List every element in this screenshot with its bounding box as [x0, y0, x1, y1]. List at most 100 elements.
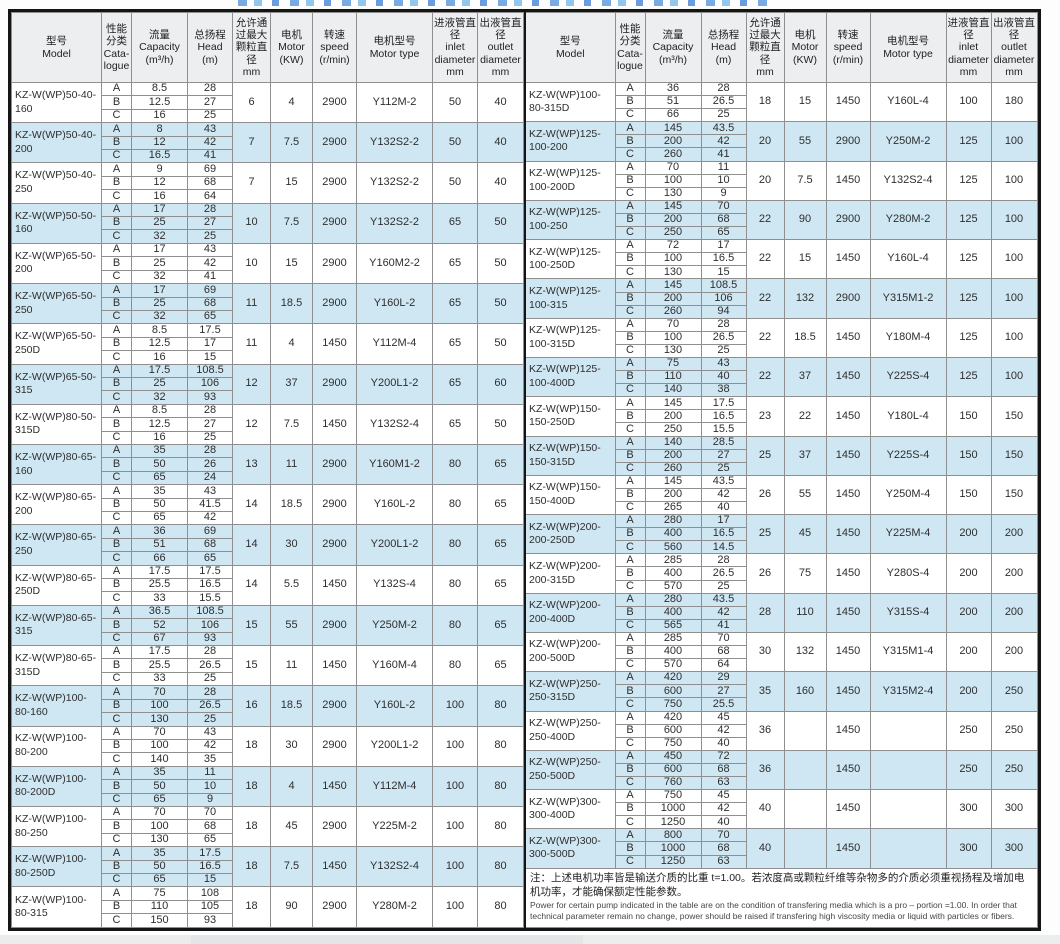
particle-cell: 18: [232, 725, 271, 767]
motor-type-cell: Y280S-4: [869, 553, 947, 594]
particle-cell: 22: [745, 199, 785, 241]
inlet-cell: 125: [945, 278, 992, 319]
spec-row: KZ-W(WP)100-80-250D A 35 17.5 18 7.5 1450 Y132S…: [11, 846, 524, 888]
speed-cell: 1450: [825, 828, 871, 869]
catalogue-cell: A: [614, 514, 646, 529]
catalogue-cell: C: [614, 147, 646, 162]
inlet-cell: 80: [432, 564, 478, 606]
table-body: KZ-W(WP)100-80-315D A 36 28 18 15 1450 Y160L-4 1…: [524, 81, 1038, 929]
motor-type-cell: Y250M-4: [869, 474, 947, 516]
spec-row: KZ-W(WP)250-250-315D A 420 29 35 160 1450 Y315M…: [524, 671, 1038, 712]
spec-row: KZ-W(WP)100-80-160 A 70 28 16 18.5 2900 Y160L-2…: [11, 685, 524, 727]
head-cell: 65: [187, 832, 233, 848]
inlet-cell: 125: [945, 199, 992, 241]
catalogue-cell: C: [614, 265, 646, 280]
model-cell: KZ-W(WP)80-65-160: [11, 443, 102, 486]
motor-type-cell: Y315M2-4: [869, 671, 947, 712]
spec-row: C 130 9: [525, 186, 1037, 201]
catalogue-cell: C: [614, 618, 646, 633]
particle-cell: 18: [232, 805, 271, 848]
inlet-cell: 150: [945, 396, 992, 437]
capacity-cell: 8.5: [131, 403, 188, 419]
capacity-cell: 36.5: [131, 604, 188, 620]
head-cell: 9: [700, 186, 747, 201]
model-cell: KZ-W(WP)125-100-400D: [524, 356, 616, 398]
spec-row: KZ-W(WP)125-100-315D A 70 28 22 18.5 1450 Y180M…: [524, 317, 1038, 358]
spec-row: C 65 9: [12, 792, 524, 807]
capacity-cell: 200: [644, 487, 702, 503]
head-cell: 28.5: [700, 435, 747, 450]
model-cell: KZ-W(WP)150-150-400D: [524, 474, 616, 516]
head-cell: 40: [700, 500, 747, 516]
speed-cell: 1450: [825, 317, 871, 358]
motor-type-cell: Y200L1-2: [356, 725, 433, 767]
head-cell: 25: [187, 229, 233, 244]
speed-cell: 2900: [312, 122, 357, 164]
catalogue-cell: A: [101, 403, 132, 419]
motor-kw-cell: 37: [783, 435, 827, 476]
particle-cell: 14: [232, 564, 271, 606]
spec-row: B 50 41.5: [12, 497, 524, 513]
capacity-cell: 260: [644, 304, 702, 319]
head-cell: 17: [187, 336, 233, 352]
spec-row: KZ-W(WP)200-200-250D A 280 17 25 45 1450 Y225M-…: [524, 514, 1038, 555]
capacity-cell: 145: [644, 278, 702, 293]
capacity-cell: 280: [644, 514, 702, 529]
catalogue-cell: A: [614, 199, 646, 214]
capacity-cell: 130: [644, 186, 702, 201]
spec-row: B 600 68: [525, 762, 1037, 777]
capacity-cell: 33: [131, 591, 188, 606]
head-cell: 93: [187, 631, 233, 647]
head-cell: 68: [700, 212, 747, 228]
speed-cell: 1450: [825, 514, 871, 555]
catalogue-cell: C: [614, 186, 646, 201]
head-cell: 70: [700, 199, 747, 214]
col-header-speed: 转速 speed (r/min): [312, 12, 357, 83]
spec-row: C 570 64: [525, 658, 1037, 673]
spec-row: B 51 26.5: [525, 95, 1037, 110]
capacity-cell: 285: [644, 553, 702, 568]
inlet-cell: 80: [432, 645, 478, 687]
head-cell: 15: [700, 265, 747, 280]
model-cell: KZ-W(WP)50-40-200: [11, 122, 102, 164]
outlet-cell: 80: [477, 886, 524, 928]
capacity-cell: 70: [131, 725, 188, 740]
spec-row: C 130 15: [525, 265, 1037, 280]
motor-kw-cell: 7.5: [783, 160, 827, 201]
capacity-cell: 750: [644, 789, 702, 804]
head-cell: 11: [187, 765, 233, 781]
model-cell: KZ-W(WP)65-50-250: [11, 283, 102, 325]
catalogue-cell: B: [101, 95, 132, 110]
capacity-cell: 70: [644, 160, 702, 175]
capacity-cell: 145: [644, 396, 702, 411]
capacity-cell: 32: [131, 229, 188, 244]
speed-cell: 2900: [312, 685, 357, 727]
speed-cell: 1450: [825, 671, 871, 712]
head-cell: 69: [187, 283, 233, 298]
outlet-cell: 40: [477, 122, 524, 164]
catalogue-cell: C: [614, 697, 646, 712]
outlet-cell: 80: [477, 765, 524, 807]
head-cell: 64: [700, 658, 747, 673]
col-header-inlet: 进液管直 径 inlet diameter mm: [945, 12, 992, 83]
speed-cell: 1450: [825, 396, 871, 437]
particle-cell: 30: [745, 631, 785, 673]
capacity-cell: 36: [644, 81, 702, 97]
inlet-cell: 65: [432, 363, 478, 405]
motor-type-cell: Y132S2-4: [356, 846, 433, 888]
outlet-cell: 65: [477, 645, 524, 687]
head-cell: 42: [187, 256, 233, 271]
catalogue-cell: B: [101, 417, 132, 432]
head-cell: 106: [700, 291, 747, 306]
catalogue-cell: C: [614, 775, 646, 791]
capacity-cell: 100: [644, 173, 702, 188]
speed-cell: 2900: [312, 162, 357, 204]
head-cell: 29: [700, 671, 747, 686]
head-cell: 28: [187, 81, 233, 97]
head-cell: 69: [187, 524, 233, 539]
outlet-cell: 100: [990, 317, 1038, 358]
col-header-motor: 电机 Motor (KW): [783, 12, 827, 83]
catalogue-cell: B: [101, 296, 132, 311]
motor-kw-cell: 110: [783, 592, 827, 633]
head-cell: 25: [700, 108, 747, 123]
